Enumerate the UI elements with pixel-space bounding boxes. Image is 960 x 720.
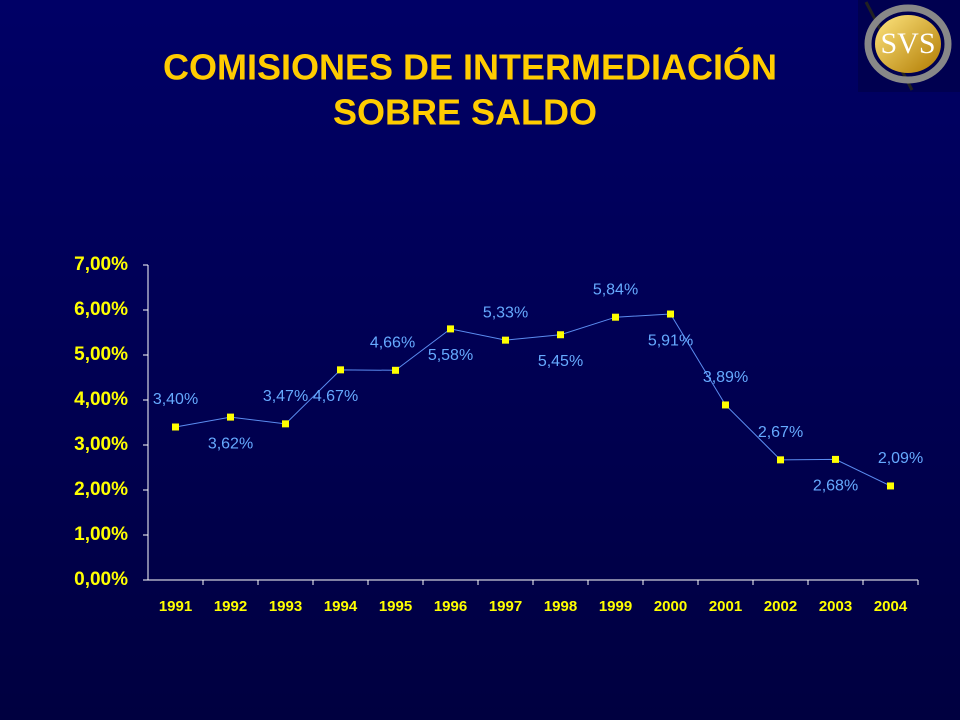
- y-tick-label: 5,00%: [74, 344, 128, 365]
- x-tick-label: 2001: [709, 598, 742, 615]
- chart-title: COMISIONES DE INTERMEDIACIÓN: [163, 46, 777, 88]
- x-tick-label: 1995: [379, 598, 412, 615]
- value-label: 3,89%: [703, 369, 748, 386]
- marker: [172, 423, 179, 431]
- value-label: 3,62%: [208, 435, 253, 452]
- y-tick-label: 4,00%: [74, 389, 128, 410]
- value-label: 2,67%: [758, 424, 803, 441]
- x-tick-label: 1994: [324, 598, 358, 615]
- series-line: [175, 313, 891, 487]
- x-tick-label: 1991: [159, 598, 192, 615]
- x-tick-label: 1998: [544, 598, 577, 615]
- marker: [447, 325, 454, 333]
- y-tick-label: 6,00%: [74, 299, 128, 320]
- marker: [337, 366, 344, 374]
- logo-text: SVS: [880, 27, 935, 60]
- marker: [667, 310, 674, 318]
- marker: [887, 482, 894, 490]
- marker: [392, 366, 399, 374]
- marker: [777, 456, 784, 464]
- x-tick-label: 2002: [764, 598, 797, 615]
- value-label: 3,40%: [153, 391, 198, 408]
- x-tick-label: 1997: [489, 598, 522, 615]
- y-tick-label: 0,00%: [74, 569, 128, 590]
- value-label: 5,33%: [483, 304, 528, 321]
- marker: [612, 313, 619, 321]
- marker: [227, 413, 234, 421]
- value-label: 5,45%: [538, 353, 583, 370]
- marker: [502, 336, 509, 344]
- y-tick-label: 7,00%: [74, 254, 128, 275]
- marker: [722, 401, 729, 409]
- value-label: 3,47%: [263, 388, 308, 405]
- value-label: 2,09%: [878, 450, 923, 467]
- marker: [832, 455, 839, 463]
- x-tick-label: 1999: [599, 598, 632, 615]
- value-label: 4,66%: [370, 335, 415, 352]
- value-label: 5,91%: [648, 332, 693, 349]
- logo: SVS: [858, 0, 960, 92]
- value-label: 5,58%: [428, 347, 473, 364]
- value-label: 2,68%: [813, 478, 858, 495]
- y-tick-label: 3,00%: [74, 434, 128, 455]
- x-tick-label: 2003: [819, 598, 852, 615]
- value-label: 5,84%: [593, 281, 638, 298]
- x-tick-label: 2000: [654, 598, 687, 615]
- x-tick-label: 1992: [214, 598, 247, 615]
- x-tick-label: 2004: [874, 598, 908, 615]
- x-tick-label: 1996: [434, 598, 467, 615]
- value-label: 4,67%: [313, 388, 358, 405]
- chart-title: SOBRE SALDO: [333, 92, 597, 133]
- x-tick-label: 1993: [269, 598, 302, 615]
- y-tick-label: 1,00%: [74, 524, 128, 545]
- marker: [282, 420, 289, 428]
- y-tick-label: 2,00%: [74, 479, 128, 500]
- marker: [557, 331, 564, 339]
